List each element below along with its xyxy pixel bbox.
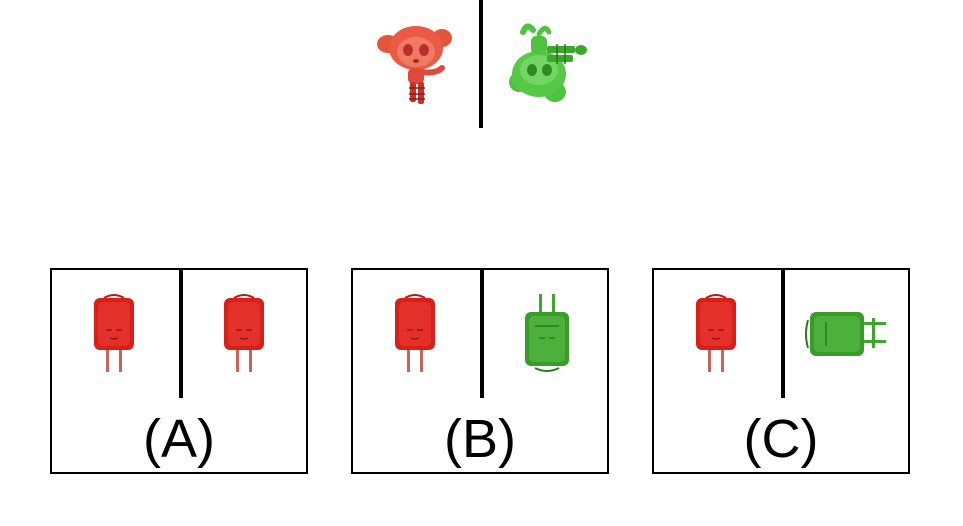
- reference-divider: [479, 0, 483, 128]
- option-label: (B): [444, 409, 516, 469]
- option-divider: [781, 270, 785, 398]
- green-plug-sideways-icon: [804, 306, 892, 362]
- red-plug-icon: [692, 292, 740, 376]
- red-plug-icon: [220, 292, 272, 376]
- option-divider: [179, 270, 183, 398]
- reference-green-character-upside-down-icon: [505, 22, 591, 106]
- option-label: (A): [143, 409, 215, 469]
- green-plug-upside-down-icon: [521, 292, 573, 376]
- red-plug-icon: [90, 292, 138, 376]
- option-box-a[interactable]: (A): [50, 268, 308, 474]
- red-plug-icon: [391, 292, 439, 376]
- option-label: (C): [743, 409, 819, 469]
- option-box-c[interactable]: (C): [652, 268, 910, 474]
- reference-red-character-icon: [376, 22, 454, 106]
- option-divider: [480, 270, 484, 398]
- option-box-b[interactable]: (B): [351, 268, 609, 474]
